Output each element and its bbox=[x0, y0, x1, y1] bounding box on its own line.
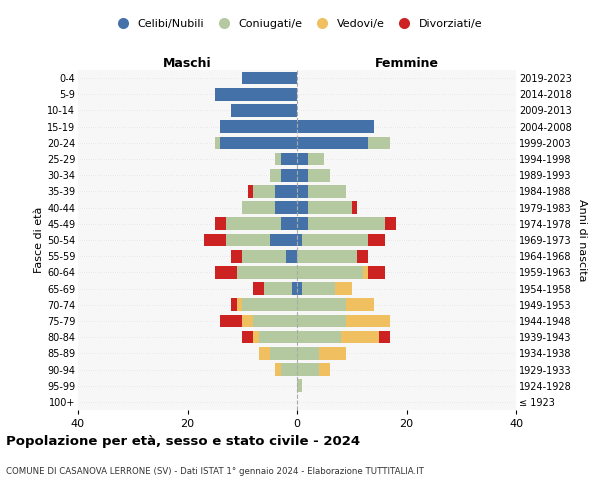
Bar bbox=[302, 282, 335, 295]
Bar bbox=[215, 218, 226, 230]
Bar bbox=[297, 298, 346, 311]
Bar bbox=[341, 331, 379, 344]
Bar bbox=[242, 298, 297, 311]
Bar bbox=[302, 234, 368, 246]
Bar bbox=[253, 282, 264, 295]
Bar bbox=[248, 185, 253, 198]
Bar bbox=[226, 234, 269, 246]
Bar bbox=[297, 282, 302, 295]
Bar bbox=[297, 266, 363, 278]
Bar bbox=[269, 347, 297, 360]
Bar bbox=[292, 282, 297, 295]
Bar bbox=[232, 104, 297, 117]
Bar bbox=[286, 250, 297, 262]
Bar bbox=[242, 72, 297, 85]
Bar bbox=[297, 218, 308, 230]
Bar bbox=[308, 152, 325, 166]
Bar bbox=[346, 298, 374, 311]
Bar bbox=[259, 347, 269, 360]
Bar bbox=[297, 347, 319, 360]
Bar bbox=[297, 120, 374, 133]
Bar bbox=[220, 120, 297, 133]
Bar bbox=[368, 136, 390, 149]
Bar bbox=[319, 347, 346, 360]
Text: Maschi: Maschi bbox=[163, 57, 212, 70]
Bar bbox=[335, 282, 352, 295]
Bar bbox=[253, 314, 297, 328]
Bar bbox=[204, 234, 226, 246]
Bar bbox=[357, 250, 368, 262]
Bar bbox=[275, 363, 281, 376]
Bar bbox=[275, 185, 297, 198]
Bar bbox=[297, 331, 341, 344]
Bar bbox=[242, 202, 275, 214]
Bar bbox=[269, 234, 297, 246]
Bar bbox=[281, 218, 297, 230]
Bar bbox=[297, 185, 308, 198]
Bar bbox=[275, 202, 297, 214]
Bar bbox=[281, 363, 297, 376]
Bar bbox=[297, 234, 302, 246]
Bar bbox=[215, 88, 297, 101]
Bar bbox=[281, 169, 297, 181]
Bar bbox=[297, 314, 346, 328]
Bar bbox=[297, 136, 368, 149]
Bar bbox=[308, 169, 330, 181]
Bar bbox=[242, 250, 286, 262]
Bar bbox=[237, 298, 242, 311]
Bar bbox=[275, 152, 281, 166]
Bar bbox=[220, 314, 242, 328]
Bar bbox=[385, 218, 395, 230]
Bar bbox=[264, 282, 292, 295]
Bar bbox=[242, 331, 253, 344]
Bar bbox=[253, 331, 259, 344]
Legend: Celibi/Nubili, Coniugati/e, Vedovi/e, Divorziati/e: Celibi/Nubili, Coniugati/e, Vedovi/e, Di… bbox=[107, 14, 487, 33]
Bar bbox=[379, 331, 390, 344]
Bar bbox=[269, 169, 281, 181]
Bar bbox=[308, 218, 385, 230]
Bar bbox=[308, 202, 352, 214]
Text: Femmine: Femmine bbox=[374, 57, 439, 70]
Bar bbox=[346, 314, 390, 328]
Bar bbox=[237, 266, 297, 278]
Text: Popolazione per età, sesso e stato civile - 2024: Popolazione per età, sesso e stato civil… bbox=[6, 435, 360, 448]
Bar bbox=[319, 363, 330, 376]
Bar bbox=[253, 185, 275, 198]
Bar bbox=[297, 380, 302, 392]
Bar bbox=[232, 250, 242, 262]
Y-axis label: Anni di nascita: Anni di nascita bbox=[577, 198, 587, 281]
Bar bbox=[363, 266, 368, 278]
Bar bbox=[297, 202, 308, 214]
Bar bbox=[308, 185, 346, 198]
Bar bbox=[242, 314, 253, 328]
Bar bbox=[297, 169, 308, 181]
Bar bbox=[259, 331, 297, 344]
Bar bbox=[281, 152, 297, 166]
Bar bbox=[297, 250, 357, 262]
Bar bbox=[215, 266, 237, 278]
Bar bbox=[368, 266, 385, 278]
Bar bbox=[297, 363, 319, 376]
Bar bbox=[215, 136, 220, 149]
Bar bbox=[368, 234, 385, 246]
Bar bbox=[297, 152, 308, 166]
Bar bbox=[352, 202, 357, 214]
Bar bbox=[226, 218, 281, 230]
Text: COMUNE DI CASANOVA LERRONE (SV) - Dati ISTAT 1° gennaio 2024 - Elaborazione TUTT: COMUNE DI CASANOVA LERRONE (SV) - Dati I… bbox=[6, 468, 424, 476]
Bar bbox=[220, 136, 297, 149]
Y-axis label: Fasce di età: Fasce di età bbox=[34, 207, 44, 273]
Bar bbox=[232, 298, 237, 311]
